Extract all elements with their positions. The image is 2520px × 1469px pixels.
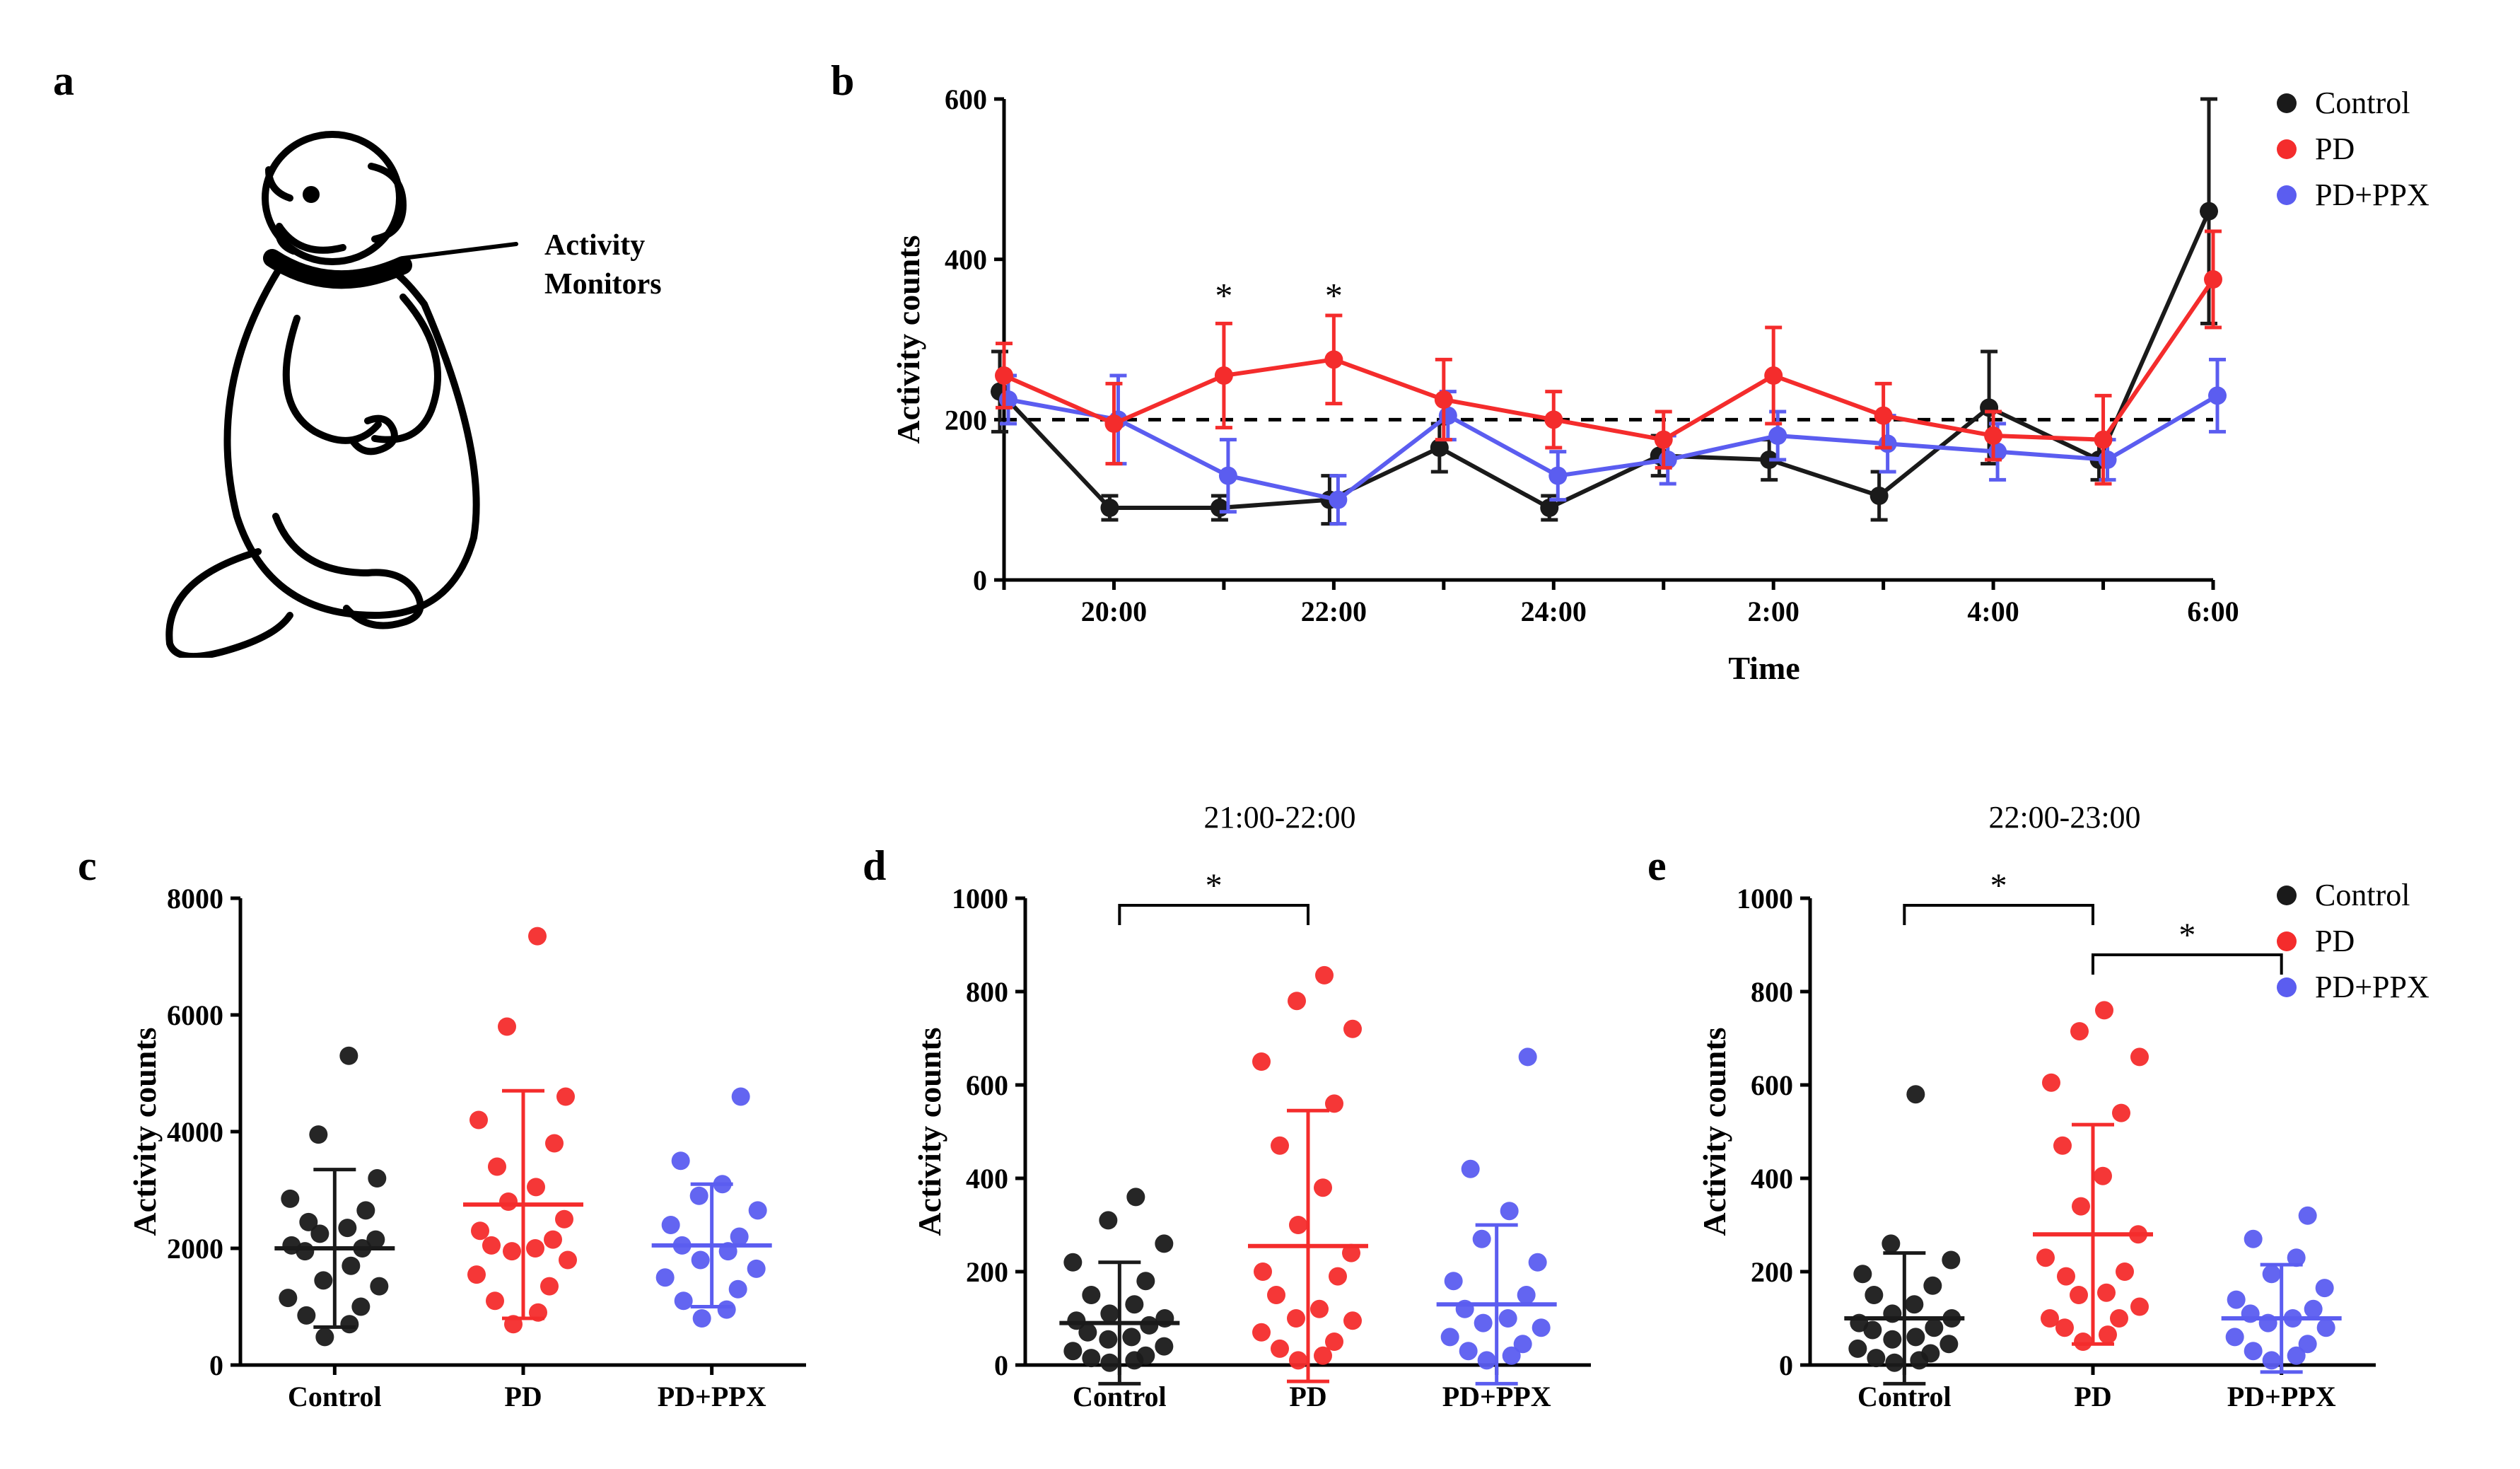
chart-d: 02004006008001000ControlPDPD+PPXActivity… bbox=[905, 856, 1612, 1450]
svg-text:*: * bbox=[1206, 867, 1223, 905]
chart-e-title: 22:00-23:00 bbox=[1853, 799, 2277, 835]
monkey-illustration bbox=[120, 120, 559, 658]
legend-row-control-e: Control bbox=[2277, 877, 2429, 913]
svg-text:0: 0 bbox=[209, 1349, 223, 1381]
svg-text:600: 600 bbox=[945, 83, 987, 115]
legend-dot-pdppx-e bbox=[2277, 977, 2297, 997]
svg-text:0: 0 bbox=[973, 564, 987, 596]
svg-text:600: 600 bbox=[1751, 1069, 1793, 1101]
legend-label-pdppx-e: PD+PPX bbox=[2315, 969, 2429, 1005]
svg-text:400: 400 bbox=[966, 1163, 1008, 1195]
svg-text:1000: 1000 bbox=[1737, 883, 1793, 915]
figure-wrapper: a Activity Monit bbox=[28, 28, 2492, 1441]
svg-text:2:00: 2:00 bbox=[1748, 596, 1799, 627]
svg-text:PD: PD bbox=[1289, 1381, 1326, 1412]
svg-text:Control: Control bbox=[288, 1381, 382, 1412]
svg-text:1000: 1000 bbox=[952, 883, 1008, 915]
panel-label-d: d bbox=[863, 842, 886, 890]
legend-dot-control-e bbox=[2277, 886, 2297, 905]
svg-text:*: * bbox=[1325, 276, 1343, 315]
chart-c: 0 2000 4000 6000 8000 Control PD PD+PPX Activity… bbox=[120, 856, 827, 1450]
legend-row-pd: PD bbox=[2277, 131, 2429, 167]
svg-text:400: 400 bbox=[1751, 1163, 1793, 1195]
svg-text:800: 800 bbox=[1751, 976, 1793, 1008]
svg-text:Activity counts: Activity counts bbox=[127, 1027, 163, 1236]
panel-label-b: b bbox=[831, 57, 854, 105]
svg-text:Activity counts: Activity counts bbox=[1696, 1027, 1732, 1236]
legend-row-pdppx-e: PD+PPX bbox=[2277, 969, 2429, 1005]
svg-text:22:00: 22:00 bbox=[1301, 596, 1367, 627]
panel-label-c: c bbox=[78, 842, 97, 890]
svg-text:0: 0 bbox=[1779, 1349, 1793, 1381]
svg-text:PD+PPX: PD+PPX bbox=[658, 1381, 766, 1412]
svg-text:6000: 6000 bbox=[167, 999, 223, 1031]
legend-row-pd-e: PD bbox=[2277, 923, 2429, 959]
svg-text:Activity counts: Activity counts bbox=[911, 1027, 947, 1236]
svg-text:8000: 8000 bbox=[167, 883, 223, 915]
legend-dot-pdppx bbox=[2277, 185, 2297, 205]
svg-text:0: 0 bbox=[994, 1349, 1008, 1381]
svg-text:24:00: 24:00 bbox=[1521, 596, 1587, 627]
svg-text:*: * bbox=[1215, 276, 1232, 315]
svg-text:6:00: 6:00 bbox=[2187, 596, 2239, 627]
svg-text:Activity counts: Activity counts bbox=[890, 235, 926, 443]
svg-text:600: 600 bbox=[966, 1069, 1008, 1101]
svg-text:PD: PD bbox=[2074, 1381, 2111, 1412]
legend-dot-pd bbox=[2277, 139, 2297, 159]
legend-dot-pd-e bbox=[2277, 931, 2297, 951]
legend-label-pd: PD bbox=[2315, 131, 2355, 167]
monkey-label-line2: Monitors bbox=[544, 265, 662, 304]
panel-label-e: e bbox=[1647, 842, 1667, 890]
svg-text:800: 800 bbox=[966, 976, 1008, 1008]
svg-text:4:00: 4:00 bbox=[1967, 596, 2019, 627]
panel-label-a: a bbox=[53, 57, 74, 105]
svg-text:200: 200 bbox=[1751, 1256, 1793, 1288]
legend-row-pdppx: PD+PPX bbox=[2277, 177, 2429, 213]
legend-label-pd-e: PD bbox=[2315, 923, 2355, 959]
svg-text:4000: 4000 bbox=[167, 1116, 223, 1148]
svg-text:*: * bbox=[1990, 867, 2007, 905]
legend-label-pdppx: PD+PPX bbox=[2315, 177, 2429, 213]
monkey-label-line1: Activity bbox=[544, 226, 662, 265]
monkey-label: Activity Monitors bbox=[544, 226, 662, 303]
chart-b: 0 200 400 600 20:00 22:00 24:00 2:00 4:00 6:00 * * A… bbox=[884, 71, 2241, 707]
svg-text:200: 200 bbox=[945, 404, 987, 436]
legend-e: Control PD PD+PPX bbox=[2277, 877, 2429, 1015]
svg-text:Time: Time bbox=[1728, 650, 1799, 686]
svg-text:2000: 2000 bbox=[167, 1233, 223, 1265]
svg-text:*: * bbox=[2178, 917, 2195, 954]
svg-text:400: 400 bbox=[945, 244, 987, 276]
svg-text:200: 200 bbox=[966, 1256, 1008, 1288]
legend-label-control: Control bbox=[2315, 85, 2410, 121]
svg-text:20:00: 20:00 bbox=[1081, 596, 1147, 627]
legend-dot-control bbox=[2277, 93, 2297, 113]
svg-text:PD+PPX: PD+PPX bbox=[2227, 1381, 2336, 1412]
legend-row-control: Control bbox=[2277, 85, 2429, 121]
chart-d-title: 21:00-22:00 bbox=[1068, 799, 1492, 835]
legend-label-control-e: Control bbox=[2315, 877, 2410, 913]
legend-b: Control PD PD+PPX bbox=[2277, 85, 2429, 223]
svg-text:PD: PD bbox=[504, 1381, 542, 1412]
